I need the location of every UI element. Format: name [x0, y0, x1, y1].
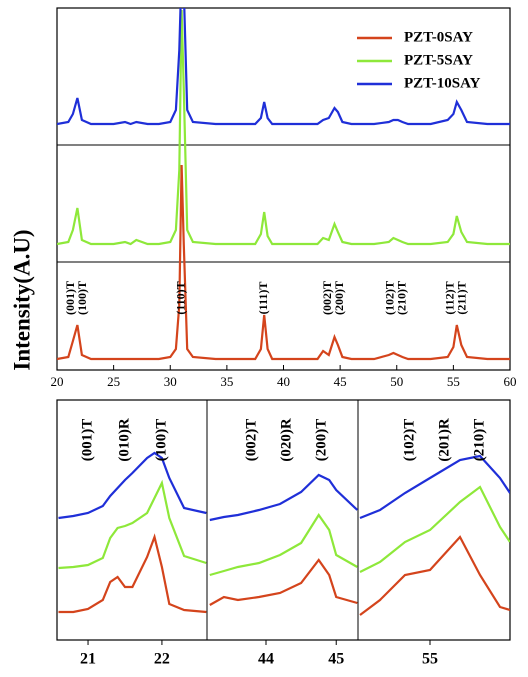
peak-label: (110)T [173, 281, 187, 314]
series-line [57, 9, 510, 246]
peak-label: (200)T [332, 281, 346, 315]
zoom-frame [56, 399, 511, 641]
peak-label: (020)R [279, 418, 295, 461]
series-line [359, 485, 510, 573]
series-line [58, 479, 207, 570]
x-tick-label: 45 [334, 374, 347, 389]
peak-label: (200)T [314, 419, 330, 462]
peak-label: (201)R [436, 418, 452, 461]
peak-label: (001)T [79, 419, 95, 462]
series-line [57, 164, 510, 361]
x-tick-label: 45 [328, 651, 344, 668]
x-tick-label: 60 [504, 374, 517, 389]
series-line [209, 513, 358, 577]
x-tick-label: 20 [51, 374, 64, 389]
peak-label: (002)T [320, 281, 334, 315]
x-tick-label: 25 [107, 374, 120, 389]
peak-label: (100)T [75, 281, 89, 315]
x-tick-label: 30 [164, 374, 177, 389]
series-line [57, 8, 510, 126]
series-line [359, 535, 510, 616]
x-tick-label: 50 [390, 374, 403, 389]
peak-label: (100)T [153, 419, 169, 462]
series-line [209, 558, 358, 606]
peak-label: (210)T [395, 281, 409, 315]
legend-label: PZT-10SAY [404, 75, 481, 91]
legend-label: PZT-0SAY [404, 29, 473, 45]
x-tick-label: 55 [422, 651, 438, 668]
peak-label: (102)T [383, 281, 397, 315]
peak-label: (010)R [116, 418, 132, 461]
peak-label: (210)T [471, 419, 487, 462]
x-tick-label: 21 [80, 651, 96, 668]
peak-label: (001)T [63, 281, 77, 315]
series-line [58, 533, 207, 614]
peak-label: (002)T [243, 419, 259, 462]
x-tick-label: 35 [220, 374, 233, 389]
x-tick-label: 44 [258, 651, 274, 668]
series-line [209, 473, 358, 522]
x-tick-label: 55 [447, 374, 460, 389]
peak-label: (112)T [443, 281, 457, 314]
x-tick-label: 22 [154, 651, 170, 668]
peak-label: (211)T [455, 281, 469, 314]
x-tick-label: 40 [277, 374, 290, 389]
peak-label: (111)T [256, 282, 270, 315]
legend-label: PZT-5SAY [404, 52, 473, 68]
series-line [359, 454, 510, 520]
series-line [58, 451, 207, 520]
peak-label: (102)T [401, 419, 417, 462]
y-axis-label: Intensity(A.U) [9, 229, 34, 370]
